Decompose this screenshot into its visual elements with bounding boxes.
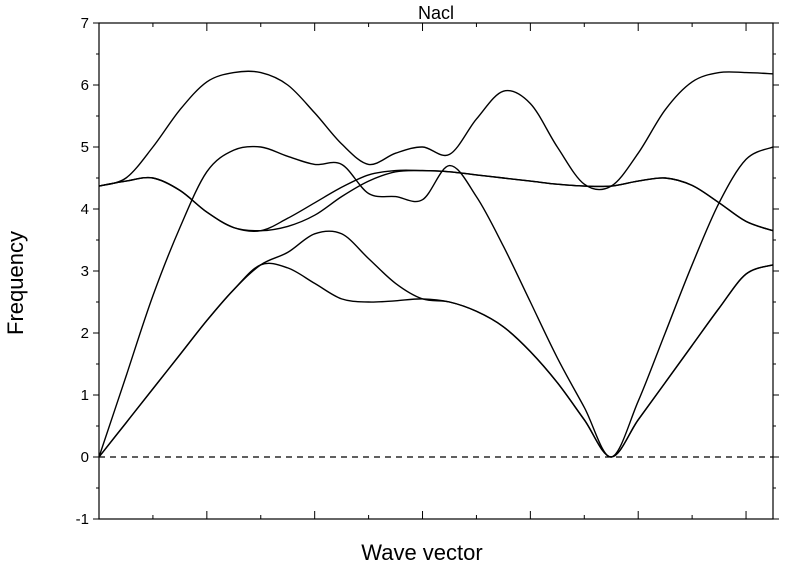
chart-title: Nacl xyxy=(418,3,454,23)
y-axis-title: Frequency xyxy=(3,231,28,335)
series-group xyxy=(98,70,774,458)
plot-area xyxy=(98,22,774,520)
y-tick-label: 0 xyxy=(81,449,89,466)
series-line-3 xyxy=(98,145,774,458)
series-line-6 xyxy=(98,70,774,191)
y-tick-label: 1 xyxy=(81,387,89,404)
y-tick-label: 7 xyxy=(81,15,89,32)
y-axis: -1 0 1 2 3 4 5 6 7 xyxy=(76,15,779,528)
series-line-2 xyxy=(98,230,774,458)
y-tick-label: 4 xyxy=(81,201,89,218)
x-axis-title: Wave vector xyxy=(361,540,482,565)
series-line-5 xyxy=(98,169,774,233)
x-axis xyxy=(98,23,747,519)
y-tick-label: 6 xyxy=(81,77,89,94)
y-tick-label: 5 xyxy=(81,139,89,156)
y-tick-label: -1 xyxy=(76,511,89,528)
series-line-1 xyxy=(98,262,774,458)
y-tick-label: 3 xyxy=(81,263,89,280)
plot-frame xyxy=(98,22,774,520)
y-tick-label: 2 xyxy=(81,325,89,342)
